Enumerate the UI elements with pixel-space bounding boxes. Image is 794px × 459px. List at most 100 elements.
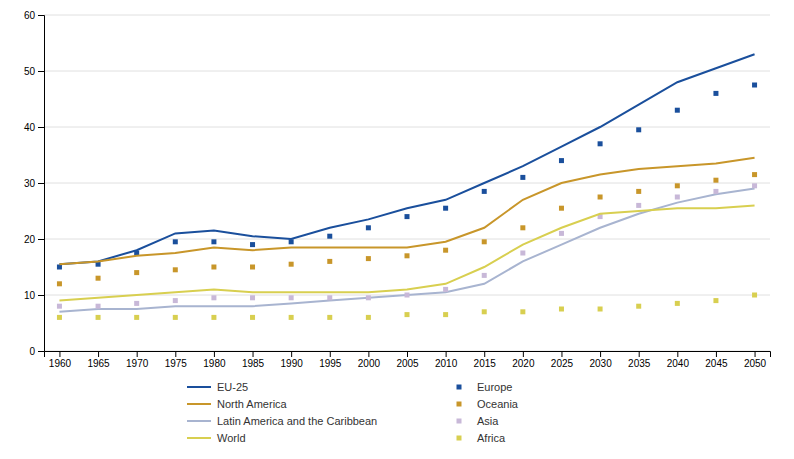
series-marker: [327, 295, 332, 300]
legend-label: Oceania: [477, 398, 519, 410]
series-marker: [675, 195, 680, 200]
x-tick: 2020: [512, 351, 535, 369]
x-tick-mark: [523, 351, 524, 357]
series-marker: [752, 83, 757, 88]
legend-item: Asia: [457, 415, 500, 427]
series-marker: [598, 195, 603, 200]
y-tick-mark: [38, 15, 44, 16]
series-marker: [134, 301, 139, 306]
series-marker: [520, 309, 525, 314]
chart: 1960196519701975198019851990199520002005…: [0, 0, 794, 459]
series: [57, 172, 757, 286]
series-marker: [752, 172, 757, 177]
series-line: [59, 54, 754, 264]
legend-label: Asia: [477, 415, 499, 427]
x-tick: 2040: [667, 351, 690, 369]
legend-item: North America: [187, 398, 288, 410]
y-tick: 60: [24, 10, 44, 21]
series-marker: [405, 293, 410, 298]
series-marker: [482, 239, 487, 244]
x-tick-mark: [561, 351, 562, 357]
series-marker: [752, 183, 757, 188]
x-tick: 1995: [319, 351, 342, 369]
series-marker: [482, 309, 487, 314]
x-tick-mark: [175, 351, 176, 357]
x-tick-mark: [716, 351, 717, 357]
x-tick-label: 2045: [705, 358, 728, 369]
y-tick-label: 40: [24, 122, 36, 133]
y-tick: 50: [24, 66, 44, 77]
series-marker: [405, 214, 410, 219]
legend-swatch: [457, 385, 462, 390]
x-tick-label: 2010: [435, 358, 458, 369]
y-axis-line: [38, 16, 45, 352]
series-marker: [559, 231, 564, 236]
legend-item: World: [187, 432, 246, 444]
series-marker: [211, 315, 216, 320]
series-marker: [443, 248, 448, 253]
x-tick: 1975: [165, 351, 188, 369]
series-marker: [250, 265, 255, 270]
x-tick: 2005: [396, 351, 419, 369]
y-tick-mark: [38, 239, 44, 240]
y-tick: 0: [29, 346, 44, 357]
series-marker: [559, 206, 564, 211]
x-tick: 2010: [435, 351, 458, 369]
x-tick: 2000: [358, 351, 381, 369]
grid-line: [44, 183, 770, 184]
series-marker: [520, 175, 525, 180]
series-marker: [366, 295, 371, 300]
x-tick-mark: [137, 351, 138, 357]
x-tick-label: 1960: [49, 358, 72, 369]
series-marker: [366, 315, 371, 320]
x-axis-line: [45, 352, 771, 358]
x-tick: 2025: [551, 351, 574, 369]
x-tick-mark: [330, 351, 331, 357]
x-tick-label: 2035: [628, 358, 651, 369]
legend-item: Latin America and the Caribbean: [187, 415, 377, 427]
series-marker: [250, 315, 255, 320]
y-tick-label: 0: [29, 346, 35, 357]
y-tick: 30: [24, 178, 44, 189]
series-marker: [443, 206, 448, 211]
series-marker: [559, 158, 564, 163]
y-tick-mark: [38, 295, 44, 296]
x-tick-label: 2005: [396, 358, 419, 369]
x-tick-mark: [639, 351, 640, 357]
series-marker: [173, 239, 178, 244]
legend-item: EU-25: [187, 381, 248, 393]
series-marker: [173, 267, 178, 272]
legend-swatch: [187, 420, 211, 422]
series-line: [59, 205, 754, 300]
x-tick: 2015: [474, 351, 497, 369]
series-marker: [520, 225, 525, 230]
grid-line: [44, 71, 770, 72]
y-axis: 0 10 20 30 40 50 60: [24, 10, 45, 357]
legend-label: Africa: [477, 432, 506, 444]
series-marker: [96, 304, 101, 309]
series-marker: [675, 301, 680, 306]
y-tick: 20: [24, 234, 44, 245]
x-tick-label: 2030: [589, 358, 612, 369]
grid-line: [44, 15, 770, 16]
legend-label: North America: [217, 398, 288, 410]
y-tick: 10: [24, 290, 44, 301]
series-marker: [327, 234, 332, 239]
grid-line: [44, 239, 770, 240]
x-tick-label: 2025: [551, 358, 574, 369]
series-marker: [713, 91, 718, 96]
legend-item: Africa: [457, 432, 507, 444]
marks: [57, 54, 757, 320]
x-tick: 2035: [628, 351, 651, 369]
legend-item: Oceania: [457, 398, 519, 410]
y-tick-mark: [38, 127, 44, 128]
x-tick-mark: [407, 351, 408, 357]
series-marker: [675, 183, 680, 188]
x-tick-label: 2040: [667, 358, 690, 369]
series-marker: [173, 298, 178, 303]
grid-line: [44, 127, 770, 128]
series-marker: [482, 189, 487, 194]
x-tick-label: 2000: [358, 358, 381, 369]
series-marker: [57, 265, 62, 270]
y-tick-mark: [38, 183, 44, 184]
